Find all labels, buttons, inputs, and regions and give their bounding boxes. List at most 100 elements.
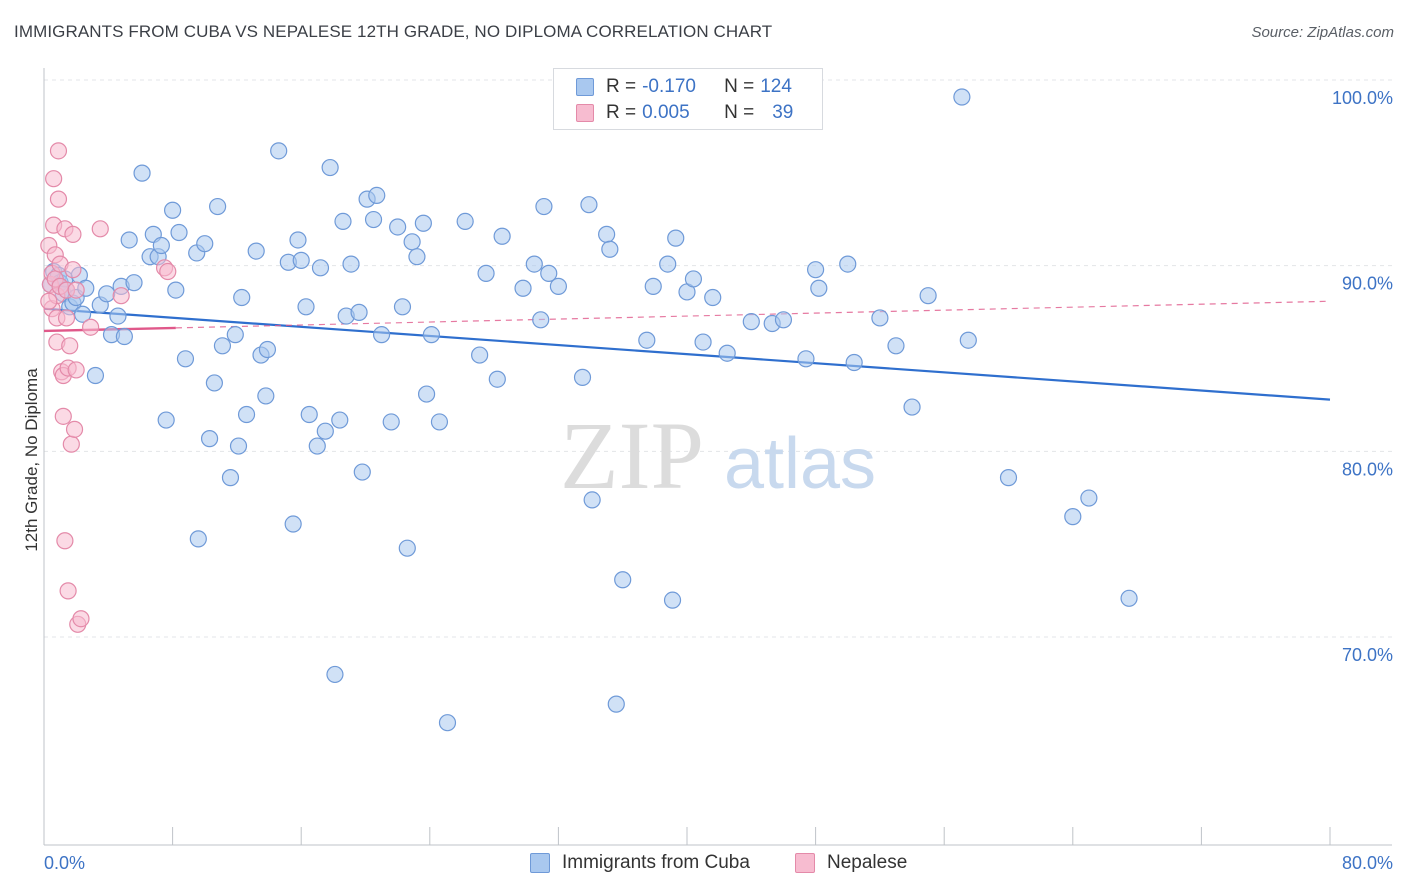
cuba-point — [133, 164, 151, 182]
chart-title: IMMIGRANTS FROM CUBA VS NEPALESE 12TH GR… — [14, 22, 773, 41]
cuba-point — [403, 233, 421, 251]
legend-swatch-nepalese — [576, 104, 594, 122]
cuba-point — [270, 142, 288, 160]
cuba-point — [871, 309, 889, 327]
stats-legend: R = -0.170 N = 124 R = 0.005 N = 39 — [553, 68, 823, 130]
y-tick-label: 100.0% — [1332, 88, 1393, 108]
nepalese-point — [49, 142, 68, 160]
legend-label-nepalese: Nepalese — [827, 852, 908, 873]
cuba-point — [196, 235, 214, 253]
nepalese-point — [112, 287, 130, 305]
cuba-point — [810, 279, 828, 297]
cuba-point — [353, 463, 371, 481]
cuba-point — [638, 331, 656, 349]
cuba-point — [176, 350, 195, 368]
cuba-point — [430, 413, 449, 431]
data-points — [40, 88, 1138, 732]
cuba-point — [806, 261, 825, 279]
cuba-point — [959, 331, 977, 349]
nepalese-point — [64, 261, 82, 279]
cuba-point — [257, 387, 275, 405]
legend-row-cuba: R = -0.170 N = 124 — [576, 74, 804, 100]
cuba-point — [953, 88, 971, 106]
y-axis-label: 12th Grade, No Diploma — [22, 368, 41, 552]
axes — [43, 68, 1392, 846]
nepalese-point — [67, 361, 85, 379]
cuba-point — [845, 353, 863, 372]
legend-n-label: N = — [724, 76, 755, 97]
nepalese-point — [82, 318, 100, 336]
nepalese-point — [91, 220, 109, 238]
cuba-point — [601, 240, 619, 258]
cuba-point — [189, 530, 207, 548]
nepalese-point — [40, 292, 58, 310]
cuba-point — [919, 287, 937, 305]
cuba-point — [614, 571, 632, 589]
cuba-point — [667, 229, 685, 247]
legend-swatch-cuba — [530, 853, 550, 873]
cuba-point — [297, 298, 315, 316]
cuba-point — [774, 311, 793, 329]
cuba-point — [350, 303, 368, 321]
nepalese-point — [49, 190, 68, 208]
legend-item-nepalese[interactable]: Nepalese — [795, 852, 907, 874]
cuba-point — [316, 422, 334, 440]
cuba-point — [532, 311, 550, 329]
legend-n-label: N = — [724, 102, 755, 123]
cuba-point — [247, 242, 265, 260]
cuba-point — [167, 281, 185, 299]
cuba-point — [326, 665, 344, 684]
cuba-point — [229, 437, 248, 455]
cuba-point — [540, 264, 558, 282]
cuba-point — [414, 214, 432, 232]
y-tick-label: 90.0% — [1342, 274, 1393, 294]
cuba-point — [408, 248, 426, 266]
cuba-point — [797, 350, 815, 368]
cuba-point — [213, 337, 232, 355]
cuba-point — [73, 305, 92, 323]
legend-r-label: R = — [606, 102, 637, 123]
cuba-point — [694, 333, 712, 351]
cuba-point — [157, 411, 175, 429]
cuba-point — [477, 264, 495, 282]
tick-labels: 100.0% 90.0% 80.0% 70.0% 0.0% 80.0% — [44, 88, 1393, 873]
cuba-point — [1120, 589, 1138, 607]
cuba-point — [152, 236, 170, 255]
y-tick-label: 80.0% — [1342, 459, 1393, 479]
cuba-point — [583, 491, 601, 509]
legend-r-label: R = — [606, 76, 637, 97]
x-tick-label: 0.0% — [44, 853, 85, 873]
legend-n-value: 124 — [760, 76, 792, 97]
cuba-point — [334, 212, 352, 230]
legend-row-nepalese: R = 0.005 N = 39 — [576, 100, 805, 126]
cuba-point — [598, 225, 616, 243]
cuba-point — [115, 327, 133, 346]
nepalese-point — [54, 407, 72, 425]
nepalese-point — [67, 281, 85, 299]
cuba-point — [364, 210, 383, 229]
cuba-point — [205, 374, 223, 392]
cuba-point — [258, 340, 277, 359]
cuba-point — [233, 288, 251, 307]
nepalese-point — [61, 337, 79, 355]
trend-lines — [43, 300, 1331, 401]
cuba-point — [398, 539, 416, 557]
cuba-point — [237, 405, 256, 424]
cuba-point — [86, 366, 105, 385]
legend-label-cuba: Immigrants from Cuba — [562, 852, 750, 873]
cuba-point — [887, 337, 905, 355]
cuba-point — [321, 158, 339, 177]
nepalese-point — [62, 435, 80, 453]
watermark: ZIP atlas — [560, 402, 876, 509]
cuba-point — [200, 430, 219, 448]
chart-source: Source: ZipAtlas.com — [1251, 24, 1394, 41]
cuba-point — [221, 469, 240, 487]
legend-item-cuba[interactable]: Immigrants from Cuba — [530, 852, 750, 874]
nepalese-point — [45, 170, 63, 188]
cuba-point — [839, 255, 857, 273]
cuba-point — [300, 405, 318, 424]
cuba-point — [718, 344, 736, 362]
grid-lines — [44, 79, 1392, 638]
x-tick-label: 80.0% — [1342, 853, 1393, 873]
